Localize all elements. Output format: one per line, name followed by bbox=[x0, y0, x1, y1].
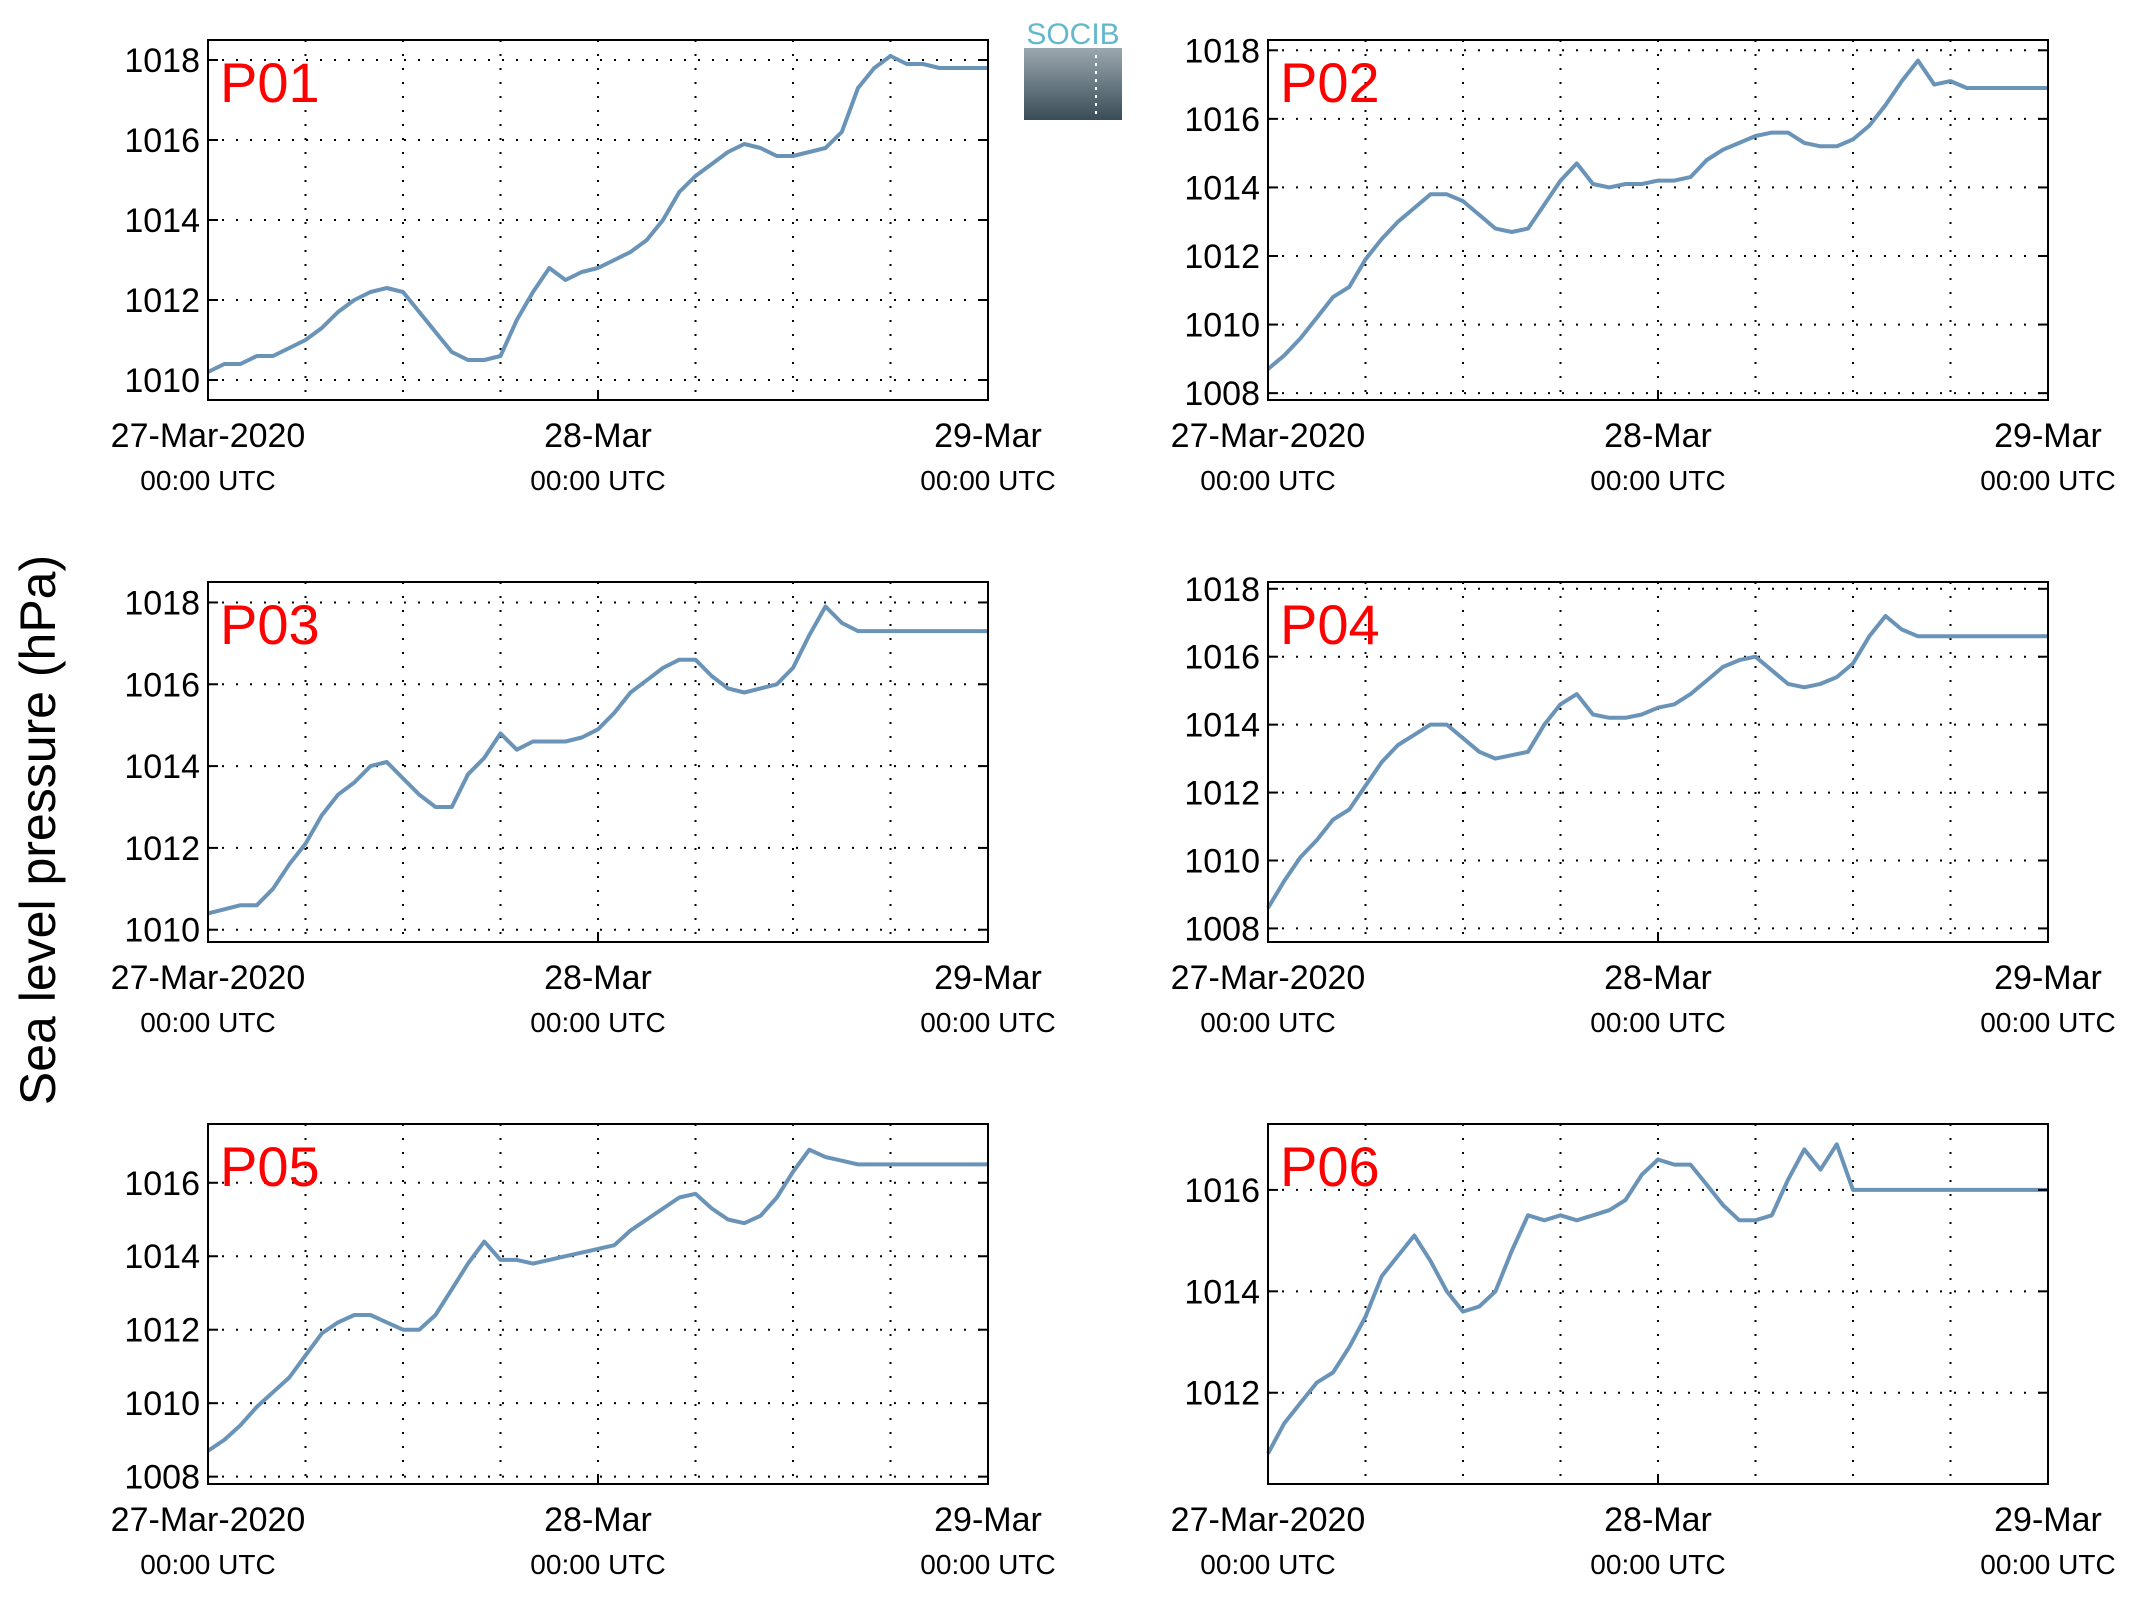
panel-p02: 1008 1010 1012 1014 1016 1018 27-Mar-2020 00:00… bbox=[1171, 32, 2116, 496]
panels: 1010 1012 1014 1016 1018 27-Mar-2020 00:00 UTC… bbox=[111, 32, 2116, 1580]
station-label: P02 bbox=[1280, 51, 1380, 114]
station-label: P04 bbox=[1280, 593, 1380, 656]
pressure-series-line bbox=[207, 54, 988, 374]
y-tick-label: 1008 bbox=[1184, 375, 1260, 413]
station-label: P06 bbox=[1280, 1135, 1380, 1198]
y-tick-label: 1008 bbox=[124, 1459, 200, 1497]
x-tick-label-time: 00:00 UTC bbox=[1200, 1549, 1335, 1580]
x-tick-label-time: 00:00 UTC bbox=[530, 1007, 665, 1038]
axes-frame bbox=[207, 39, 989, 401]
x-tick-label-time: 00:00 UTC bbox=[1200, 1007, 1335, 1038]
x-tick-label-date: 28-Mar bbox=[1604, 959, 1712, 997]
y-tick-label: 1016 bbox=[124, 666, 200, 704]
x-tick-label-date: 28-Mar bbox=[544, 959, 652, 997]
x-tick-label-date: 28-Mar bbox=[1604, 1501, 1712, 1539]
pressure-series-line bbox=[1266, 614, 2048, 910]
x-tick-label-time: 00:00 UTC bbox=[530, 465, 665, 496]
station-label: P05 bbox=[220, 1135, 320, 1198]
x-tick-label-time: 00:00 UTC bbox=[140, 1007, 275, 1038]
station-label: P03 bbox=[220, 593, 320, 656]
y-tick-label: 1014 bbox=[124, 1238, 200, 1276]
x-tick-label-time: 00:00 UTC bbox=[530, 1549, 665, 1580]
x-tick-label-date: 29-Mar bbox=[1994, 959, 2102, 997]
x-tick-label-date: 27-Mar-2020 bbox=[111, 959, 306, 997]
x-tick-label-date: 29-Mar bbox=[934, 959, 1042, 997]
panel-p03: 1010 1012 1014 1016 1018 27-Mar-2020 00:00 UTC… bbox=[111, 581, 1056, 1038]
x-tick-label-date: 27-Mar-2020 bbox=[1171, 417, 1366, 455]
panel-p04: 1008 1010 1012 1014 1016 1018 27-Mar-2020 00:00… bbox=[1171, 571, 2116, 1038]
x-tick-label-date: 29-Mar bbox=[1994, 417, 2102, 455]
y-axis-label: Sea level pressure (hPa) bbox=[10, 555, 66, 1105]
axes-frame bbox=[1267, 39, 2049, 401]
x-tick-label-time: 00:00 UTC bbox=[920, 465, 1055, 496]
y-tick-label: 1010 bbox=[1184, 307, 1260, 345]
x-tick-label-time: 00:00 UTC bbox=[1590, 1007, 1725, 1038]
y-tick-label: 1010 bbox=[124, 362, 200, 400]
y-tick-label: 1016 bbox=[124, 1165, 200, 1203]
y-tick-label: 1010 bbox=[124, 912, 200, 950]
y-tick-label: 1014 bbox=[124, 202, 200, 240]
pressure-series-line bbox=[1266, 58, 2048, 371]
x-tick-label-date: 27-Mar-2020 bbox=[111, 417, 306, 455]
socib-logo: SOCIB bbox=[1024, 18, 1122, 120]
y-tick-label: 1018 bbox=[1184, 32, 1260, 70]
x-tick-label-time: 00:00 UTC bbox=[1200, 465, 1335, 496]
x-tick-label-date: 29-Mar bbox=[934, 417, 1042, 455]
y-tick-label: 1018 bbox=[124, 584, 200, 622]
x-tick-label-time: 00:00 UTC bbox=[1590, 1549, 1725, 1580]
x-tick-label-date: 27-Mar-2020 bbox=[111, 1501, 306, 1539]
panel-p06: 1012 1014 1016 27-Mar-2020 00:00 UTC 28-Mar 00… bbox=[1171, 1123, 2116, 1580]
logo-text: SOCIB bbox=[1026, 18, 1119, 51]
y-tick-label: 1014 bbox=[1184, 169, 1260, 207]
pressure-series-line bbox=[206, 1147, 988, 1453]
x-tick-label-date: 27-Mar-2020 bbox=[1171, 959, 1366, 997]
x-tick-label-date: 28-Mar bbox=[1604, 417, 1712, 455]
y-tick-label: 1016 bbox=[124, 122, 200, 160]
y-tick-label: 1012 bbox=[1184, 775, 1260, 813]
x-tick-label-date: 28-Mar bbox=[544, 417, 652, 455]
axes-frame bbox=[1267, 1123, 2049, 1485]
panel-p05: 1008 1010 1012 1014 1016 27-Mar-2020 00:00 UTC… bbox=[111, 1123, 1056, 1580]
y-tick-label: 1008 bbox=[1184, 910, 1260, 948]
logo-graphic bbox=[1024, 48, 1122, 120]
x-tick-label-date: 29-Mar bbox=[1994, 1501, 2102, 1539]
station-label: P01 bbox=[220, 51, 320, 114]
y-tick-label: 1012 bbox=[1184, 1375, 1260, 1413]
x-tick-label-time: 00:00 UTC bbox=[1980, 1549, 2115, 1580]
y-tick-label: 1012 bbox=[124, 1312, 200, 1350]
axes-frame bbox=[207, 1123, 989, 1485]
y-tick-label: 1014 bbox=[124, 748, 200, 786]
x-tick-label-time: 00:00 UTC bbox=[920, 1007, 1055, 1038]
axes-frame bbox=[207, 581, 989, 943]
y-tick-label: 1010 bbox=[124, 1385, 200, 1423]
y-tick-label: 1014 bbox=[1184, 1273, 1260, 1311]
y-tick-label: 1012 bbox=[124, 830, 200, 868]
y-tick-label: 1012 bbox=[124, 282, 200, 320]
x-tick-label-time: 00:00 UTC bbox=[140, 1549, 275, 1580]
y-tick-label: 1014 bbox=[1184, 707, 1260, 745]
x-tick-label-time: 00:00 UTC bbox=[1590, 465, 1725, 496]
y-tick-label: 1016 bbox=[1184, 101, 1260, 139]
y-tick-label: 1016 bbox=[1184, 639, 1260, 677]
x-tick-label-time: 00:00 UTC bbox=[140, 465, 275, 496]
pressure-series-line bbox=[1266, 1142, 2048, 1455]
x-tick-label-date: 29-Mar bbox=[934, 1501, 1042, 1539]
y-tick-label: 1018 bbox=[124, 42, 200, 80]
y-tick-label: 1010 bbox=[1184, 842, 1260, 880]
x-tick-label-time: 00:00 UTC bbox=[1980, 1007, 2115, 1038]
x-tick-label-time: 00:00 UTC bbox=[1980, 465, 2115, 496]
x-tick-label-date: 27-Mar-2020 bbox=[1171, 1501, 1366, 1539]
x-tick-label-time: 00:00 UTC bbox=[920, 1549, 1055, 1580]
y-tick-label: 1018 bbox=[1184, 571, 1260, 609]
pressure-series-line bbox=[207, 604, 988, 916]
y-tick-label: 1012 bbox=[1184, 238, 1260, 276]
y-tick-label: 1016 bbox=[1184, 1172, 1260, 1210]
x-tick-label-date: 28-Mar bbox=[544, 1501, 652, 1539]
panel-p01: 1010 1012 1014 1016 1018 27-Mar-2020 00:00 UTC… bbox=[111, 39, 1056, 496]
